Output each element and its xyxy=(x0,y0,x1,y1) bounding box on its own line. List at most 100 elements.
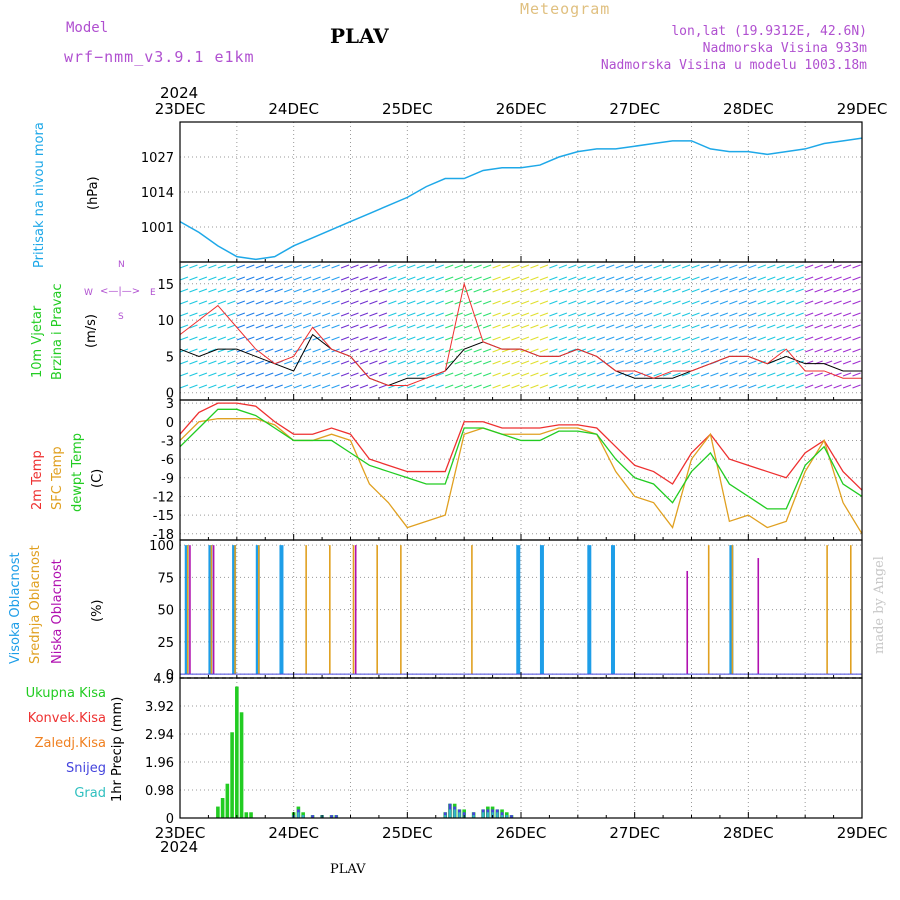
high-cloud-bar xyxy=(610,545,615,675)
wind-barb xyxy=(776,288,785,293)
wind-barb xyxy=(852,360,861,365)
wind-barb xyxy=(198,324,208,329)
wind-barb xyxy=(501,384,511,389)
wind-barb xyxy=(568,264,577,269)
wind-barb xyxy=(539,372,549,377)
snow-bar xyxy=(448,803,452,818)
graupel-bar xyxy=(444,815,447,818)
wind-barb xyxy=(274,300,283,305)
wind-barb xyxy=(520,348,530,353)
wind-tick-label: 15 xyxy=(157,278,174,293)
wind-barb xyxy=(445,300,454,305)
wind-barb xyxy=(757,276,766,281)
wind-barb xyxy=(331,264,340,269)
wind-barb xyxy=(681,324,691,329)
wind-gust-line xyxy=(179,281,862,386)
wind-barb xyxy=(274,372,283,377)
wind-barb xyxy=(350,288,359,293)
snow-bar xyxy=(495,809,499,818)
temp-2m-label: 2m Temp xyxy=(30,450,45,510)
wind-barb xyxy=(179,276,189,281)
wind-barb xyxy=(407,336,416,341)
wind-barb xyxy=(388,360,397,365)
wind-barb xyxy=(738,288,748,293)
precip-tick-label: 1.96 xyxy=(145,756,174,771)
wind-barb xyxy=(823,288,833,293)
mid-cloud-bar xyxy=(210,545,213,675)
wind-barb xyxy=(217,276,227,281)
graupel-bar xyxy=(463,815,466,818)
wind-barb xyxy=(340,276,350,281)
wind-barb xyxy=(227,360,236,365)
wind-barb xyxy=(179,264,189,269)
wind-barb xyxy=(520,384,530,389)
wind-barb xyxy=(596,264,605,269)
wind-barb xyxy=(786,336,795,341)
wind-barb xyxy=(302,300,312,305)
wind-barb xyxy=(776,276,785,281)
wind-barb xyxy=(634,336,643,341)
wind-barb xyxy=(463,264,473,269)
wind-barb xyxy=(511,324,520,329)
total-precip-bar xyxy=(471,812,476,818)
wind-barb xyxy=(369,348,378,353)
wind-barb xyxy=(236,348,246,353)
wind-barb xyxy=(208,312,217,317)
precip-tick-label: 0 xyxy=(166,812,174,827)
wind-barb xyxy=(454,384,463,389)
wind-barb xyxy=(558,372,568,377)
wind-barb xyxy=(482,276,492,281)
compass-n: N xyxy=(118,260,125,270)
wind-barb xyxy=(511,300,520,305)
wind-barb xyxy=(710,324,719,329)
wind-barb xyxy=(700,312,710,317)
wind-barb xyxy=(786,384,795,389)
wind-barb xyxy=(757,300,766,305)
wind-barb xyxy=(246,384,255,389)
wind-barb xyxy=(321,300,331,305)
wind-barb xyxy=(246,312,255,317)
wind-barb xyxy=(539,384,549,389)
wind-barb xyxy=(833,348,842,353)
wind-barb xyxy=(217,384,227,389)
day-label-top: 23DEC xyxy=(155,100,206,118)
wind-barb xyxy=(350,300,359,305)
low-cloud-bar xyxy=(686,570,689,675)
wind-barb xyxy=(463,288,473,293)
wind-barb xyxy=(795,336,804,341)
wind-barb xyxy=(236,336,246,341)
wind-barb xyxy=(227,336,236,341)
wind-barb xyxy=(482,372,492,377)
wind-barb xyxy=(653,348,662,353)
wind-barb xyxy=(321,348,331,353)
wind-barb xyxy=(454,288,463,293)
wind-barb xyxy=(852,264,861,269)
wind-barb xyxy=(397,348,407,353)
wind-barb xyxy=(549,384,558,389)
wind-barb xyxy=(814,264,823,269)
wind-barb xyxy=(795,276,804,281)
wind-barb xyxy=(397,360,407,365)
total-precip-bar xyxy=(462,809,466,818)
precip-tick-label: 0.98 xyxy=(145,784,174,799)
wind-barb xyxy=(246,348,255,353)
wind-barb xyxy=(397,264,407,269)
wind-barb xyxy=(672,288,681,293)
wind-barb xyxy=(691,384,700,389)
snow-bar xyxy=(462,812,466,818)
wind-barb xyxy=(776,300,785,305)
graupel-bar xyxy=(302,815,305,818)
wind-barb xyxy=(312,384,321,389)
wind-barb xyxy=(748,324,757,329)
wind-barb xyxy=(340,288,350,293)
wind-barb xyxy=(217,324,227,329)
wind-barb xyxy=(179,384,189,389)
year-top: 2024 xyxy=(160,84,199,102)
wind-barb xyxy=(321,372,331,377)
wind-barb xyxy=(473,324,482,329)
wind-barb xyxy=(293,264,302,269)
wind-barb xyxy=(293,288,302,293)
wind-barb xyxy=(625,384,634,389)
wind-barb xyxy=(530,336,539,341)
wind-barb xyxy=(312,312,321,317)
